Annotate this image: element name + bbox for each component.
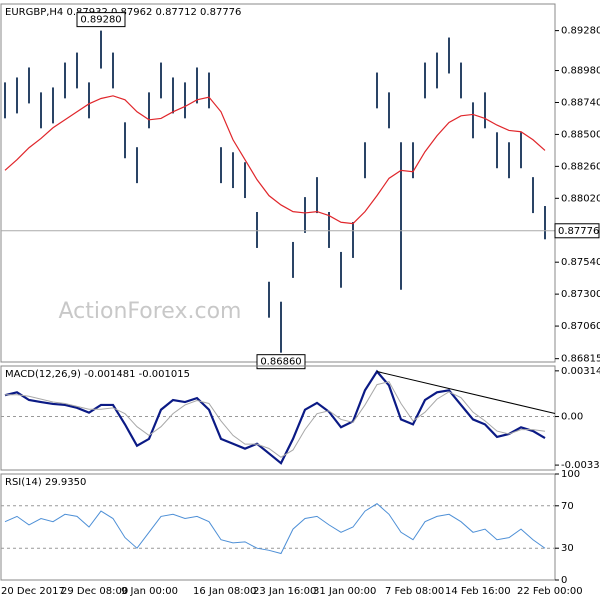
y-tick-label: 100 bbox=[561, 469, 580, 480]
last-price-box bbox=[554, 223, 600, 239]
x-tick-label: 23 Jan 16:00 bbox=[253, 586, 316, 597]
x-tick-label: 29 Dec 08:00 bbox=[61, 586, 128, 597]
y-tick-label: 0.88260 bbox=[561, 161, 600, 172]
y-tick-label: 0.88740 bbox=[561, 97, 600, 108]
panel-title: RSI(14) 29.9350 bbox=[5, 477, 86, 488]
extreme-label: 0.89280 bbox=[80, 15, 121, 26]
y-tick-label: 0.00 bbox=[561, 412, 583, 423]
y-tick-label: -0.003342 bbox=[561, 460, 600, 471]
x-tick-label: 20 Dec 2017 bbox=[1, 586, 65, 597]
x-tick-label: 16 Jan 08:00 bbox=[193, 586, 256, 597]
y-tick-label: 0.87540 bbox=[561, 257, 600, 268]
last-price-label: 0.87776 bbox=[558, 226, 599, 237]
watermark: ActionForex.com bbox=[59, 299, 242, 324]
extreme-box bbox=[256, 354, 306, 370]
trend-line bbox=[376, 371, 556, 415]
panel-frame bbox=[0, 473, 556, 581]
y-tick-label: 0.87300 bbox=[561, 289, 600, 300]
extreme-label: 0.86860 bbox=[260, 357, 301, 368]
panel-frame bbox=[0, 365, 556, 471]
y-tick-label: 0.87060 bbox=[561, 321, 600, 332]
y-tick-label: 0.88020 bbox=[561, 193, 600, 204]
indicator-line bbox=[5, 381, 546, 458]
x-tick-label: 22 Feb 00:00 bbox=[517, 586, 583, 597]
y-tick-label: 30 bbox=[561, 543, 574, 554]
moving-average bbox=[4, 95, 546, 225]
y-tick-label: 0.89280 bbox=[561, 26, 600, 37]
y-tick-label: 70 bbox=[561, 501, 574, 512]
y-tick-label: 0 bbox=[561, 575, 567, 586]
y-tick-label: 0.86815 bbox=[561, 354, 600, 365]
indicator-line bbox=[4, 369, 546, 465]
y-tick-label: 0.88500 bbox=[561, 129, 600, 140]
indicator-line bbox=[4, 503, 546, 555]
extreme-box bbox=[76, 12, 126, 28]
x-tick-label: 31 Jan 00:00 bbox=[313, 586, 376, 597]
y-tick-label: 0.003146 bbox=[561, 366, 600, 377]
panel-title: MACD(12,26,9) -0.001481 -0.001015 bbox=[5, 369, 190, 380]
y-tick-label: 0.88980 bbox=[561, 66, 600, 77]
x-tick-label: 7 Feb 08:00 bbox=[385, 586, 444, 597]
x-tick-label: 14 Feb 16:00 bbox=[445, 586, 511, 597]
x-tick-label: 9 Jan 00:00 bbox=[121, 586, 178, 597]
